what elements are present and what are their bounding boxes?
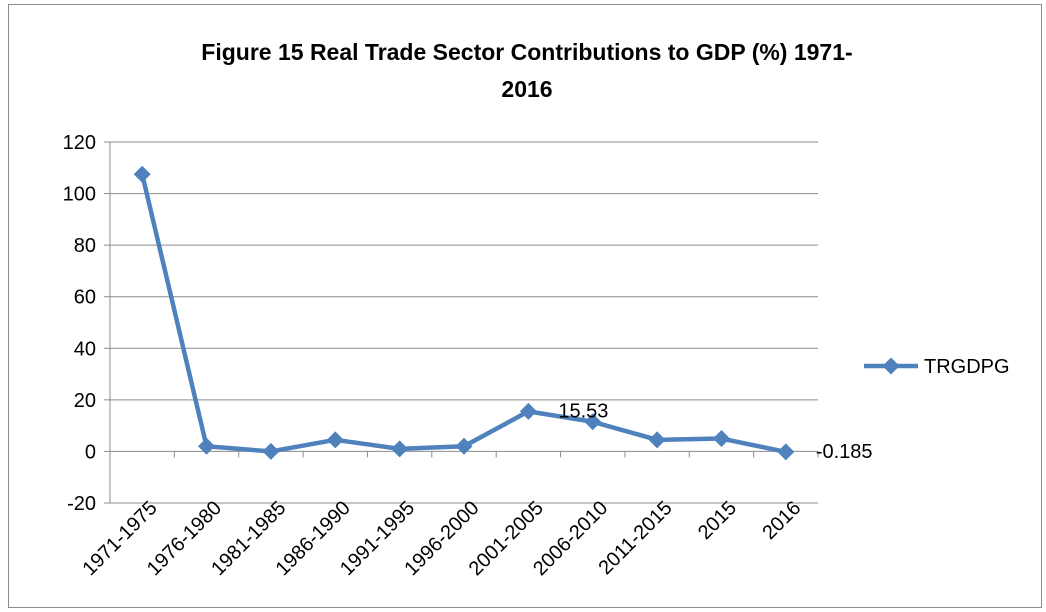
legend-label: TRGDPG	[924, 356, 1010, 378]
data-label: -0.185	[816, 441, 873, 463]
y-tick-label: 60	[74, 287, 96, 309]
data-point	[133, 165, 151, 183]
data-point	[391, 440, 409, 458]
legend-marker	[882, 357, 900, 375]
y-tick-label: 100	[63, 184, 96, 206]
data-point	[648, 431, 666, 449]
data-point	[584, 413, 602, 431]
chart-title-line-1: Figure 15 Real Trade Sector Contribution…	[201, 39, 852, 65]
x-tick-label: 2016	[758, 497, 805, 544]
data-point	[712, 430, 730, 448]
data-point	[262, 442, 280, 460]
y-tick-label: 120	[63, 132, 96, 154]
chart-frame	[8, 4, 1042, 608]
x-tick-label: 2015	[694, 497, 741, 544]
y-tick-label: -20	[67, 493, 96, 515]
data-point	[455, 437, 473, 455]
data-point	[326, 431, 344, 449]
y-tick-label: 20	[74, 390, 96, 412]
series-line	[139, 173, 787, 455]
data-point	[777, 443, 795, 461]
chart-title-line-2: 2016	[501, 76, 552, 102]
data-point	[198, 437, 216, 455]
data-label: 15.53	[558, 400, 608, 422]
y-tick-label: 40	[74, 338, 96, 360]
y-tick-label: 0	[85, 441, 96, 463]
y-tick-label: 80	[74, 235, 96, 257]
data-point	[519, 402, 537, 420]
